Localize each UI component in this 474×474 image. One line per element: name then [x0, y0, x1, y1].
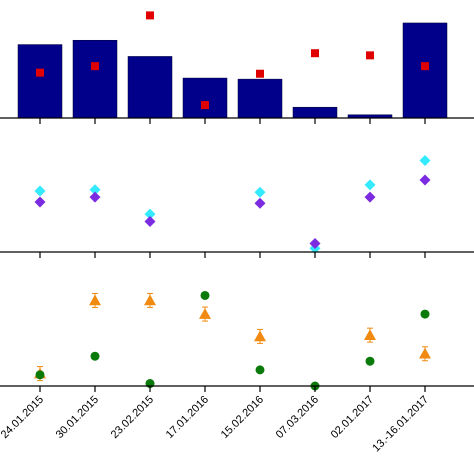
- circle-marker: [90, 351, 100, 361]
- x-tick-label: 07.03.2016: [274, 394, 321, 441]
- bar: [182, 77, 228, 119]
- diamond-marker: [34, 185, 46, 197]
- x-tick-label: 15.02.2016: [219, 394, 266, 441]
- triangle-marker: [89, 294, 101, 306]
- triangle-marker: [364, 329, 376, 340]
- diamond-marker: [419, 174, 431, 186]
- x-tick-label: 17.01.2016: [164, 394, 211, 441]
- diamond-marker: [89, 184, 101, 196]
- bar: [127, 56, 173, 119]
- square-marker: [421, 62, 429, 71]
- bar: [72, 39, 118, 119]
- diamond-marker: [364, 191, 376, 203]
- bar: [17, 44, 63, 119]
- x-tick-label: 02.01.2017: [329, 394, 376, 441]
- square-marker: [91, 62, 99, 71]
- x-tick-label: 30.01.2015: [54, 394, 101, 441]
- top-panel: [0, 11, 474, 124]
- bar: [292, 106, 338, 119]
- square-marker: [36, 68, 44, 77]
- circle-marker: [365, 356, 375, 366]
- bar: [402, 22, 448, 119]
- diamond-marker: [254, 197, 266, 209]
- triangle-marker: [144, 294, 156, 306]
- diamond-marker: [34, 196, 46, 208]
- bar: [237, 78, 283, 119]
- square-marker: [256, 69, 264, 78]
- circle-marker: [255, 365, 265, 375]
- diamond-marker: [254, 186, 266, 198]
- x-tick-labels: 24.01.2015 30.01.2015 23.02.2015 17.01.2016…: [0, 394, 431, 455]
- x-tick-label: 24.01.2015: [0, 394, 46, 441]
- square-marker: [146, 11, 154, 20]
- bottom-panel: [0, 290, 474, 392]
- diamond-marker: [309, 237, 321, 249]
- square-marker: [311, 49, 319, 58]
- triangle-marker: [254, 330, 266, 342]
- diamond-marker: [364, 179, 376, 191]
- square-marker: [201, 101, 209, 110]
- triangle-marker: [199, 308, 211, 319]
- circle-marker: [420, 309, 430, 319]
- diamond-marker: [144, 216, 156, 227]
- x-tick-label: 23.02.2015: [109, 394, 156, 441]
- diamond-marker: [144, 208, 156, 220]
- circle-marker: [35, 370, 45, 380]
- triangle-marker: [419, 347, 431, 359]
- diamond-marker: [419, 155, 431, 166]
- diamond-marker: [89, 191, 101, 203]
- circle-marker: [200, 290, 210, 300]
- square-marker: [366, 51, 374, 60]
- middle-panel: [0, 155, 474, 258]
- x-tick-label: 13.-16.01.2017: [370, 394, 431, 455]
